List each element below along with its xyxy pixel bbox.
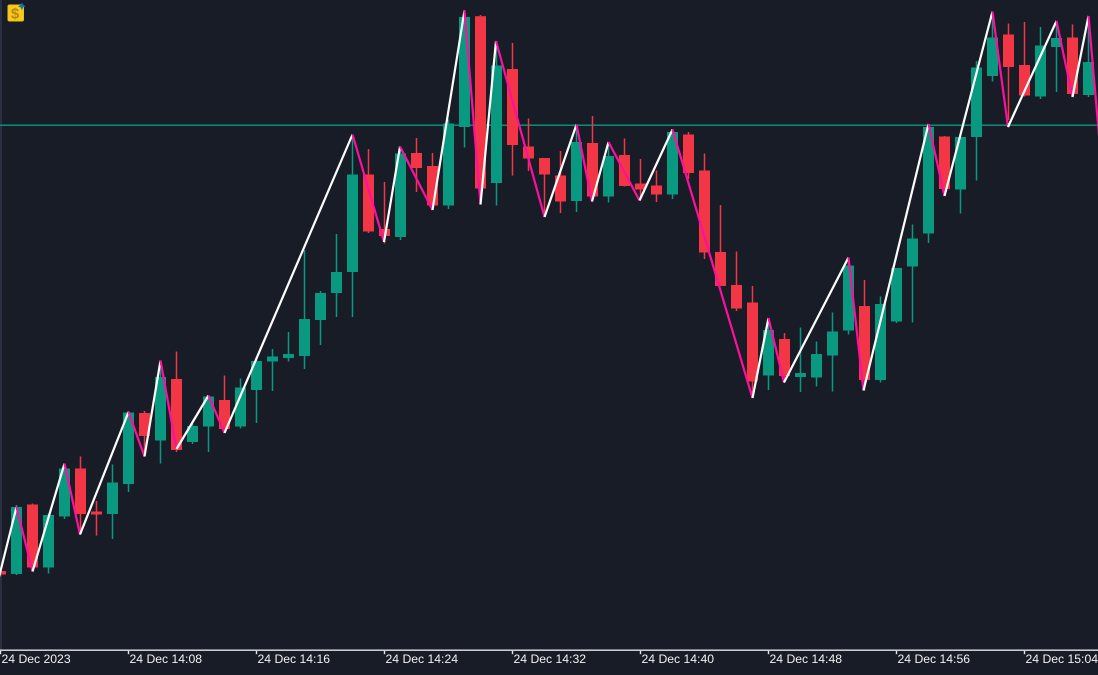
svg-text:24 Dec 14:40: 24 Dec 14:40 (642, 652, 715, 666)
svg-text:24 Dec 14:08: 24 Dec 14:08 (130, 652, 203, 666)
svg-text:24 Dec 14:24: 24 Dec 14:24 (386, 652, 459, 666)
svg-text:$: $ (11, 6, 20, 23)
svg-text:24 Dec 14:48: 24 Dec 14:48 (770, 652, 843, 666)
svg-text:24 Dec 14:32: 24 Dec 14:32 (514, 652, 587, 666)
svg-text:24 Dec 14:16: 24 Dec 14:16 (258, 652, 331, 666)
svg-text:24 Dec 15:04: 24 Dec 15:04 (1026, 652, 1098, 666)
svg-text:24 Dec 2023: 24 Dec 2023 (2, 652, 71, 666)
svg-text:24 Dec 14:56: 24 Dec 14:56 (898, 652, 971, 666)
